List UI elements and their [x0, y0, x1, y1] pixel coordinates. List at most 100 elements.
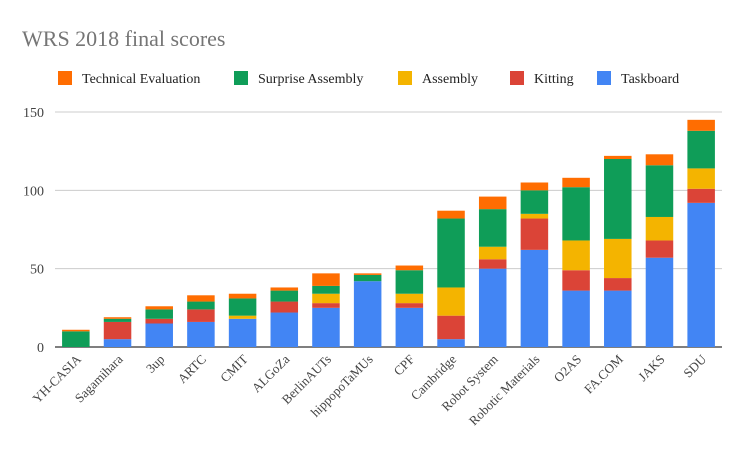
legend-label-kitting: Kitting: [534, 72, 574, 87]
bar-technical-evaluation-fa-com: [604, 155, 632, 159]
bar-taskboard-robot-system: [478, 268, 507, 347]
bar-taskboard-artc: [187, 321, 215, 347]
bar-taskboard-jaks: [645, 257, 674, 347]
bar-kitting-o2as: [562, 270, 590, 291]
bar-surprise-assembly-o2as: [562, 187, 590, 241]
bar-taskboard-cambridge: [437, 339, 465, 347]
y-axis-ticks: 0 50 100 150: [23, 106, 44, 356]
bar-taskboard-berlinauts: [312, 307, 340, 347]
bar-assembly-cmit: [228, 315, 257, 319]
bar-technical-evaluation-cpf: [395, 265, 424, 271]
bar-assembly-jaks: [645, 216, 674, 241]
bar-technical-evaluation-berlinauts: [312, 273, 340, 286]
bar-kitting-robot-system: [478, 259, 507, 269]
bar-kitting-robotic-materials: [520, 218, 549, 250]
legend-label-assembly: Assembly: [422, 72, 478, 87]
bar-kitting-sagamihara: [103, 321, 132, 340]
bar-taskboard-cmit: [228, 318, 257, 347]
bar-technical-evaluation-sdu: [687, 119, 715, 131]
chart-title: WRS 2018 final scores: [22, 26, 225, 51]
x-tick-label: O2AS: [551, 352, 585, 386]
legend-swatch-kitting: [510, 71, 524, 85]
bar-kitting-3up: [145, 318, 173, 324]
bar-assembly-fa-com: [604, 238, 632, 279]
bar-surprise-assembly-robotic-materials: [520, 190, 549, 214]
bar-kitting-berlinauts: [312, 303, 340, 308]
bar-surprise-assembly-yh-casia: [62, 331, 90, 347]
x-tick-label: JAKS: [635, 352, 668, 385]
bar-surprise-assembly-berlinauts: [312, 285, 340, 294]
bar-technical-evaluation-cambridge: [437, 210, 465, 219]
x-tick-label: FA.COM: [581, 351, 626, 396]
bar-surprise-assembly-artc: [187, 301, 215, 310]
bar-kitting-jaks: [645, 240, 674, 258]
bar-technical-evaluation-hippopotamus: [353, 273, 382, 275]
legend-swatch-surprise-assembly: [234, 71, 248, 85]
bar-kitting-artc: [187, 309, 215, 322]
bar-taskboard-fa-com: [604, 290, 632, 347]
bar-surprise-assembly-sdu: [687, 130, 715, 169]
bar-assembly-sdu: [687, 168, 715, 189]
legend-swatch-technical-evaluation: [58, 71, 72, 85]
bar-kitting-sdu: [687, 188, 715, 203]
legend-swatch-assembly: [398, 71, 412, 85]
x-tick-label: 3up: [143, 352, 167, 376]
bar-technical-evaluation-sagamihara: [103, 317, 132, 319]
bar-technical-evaluation-3up: [145, 306, 173, 310]
bar-assembly-o2as: [562, 240, 590, 271]
y-tick-label: 150: [23, 106, 44, 121]
legend-label-surprise-assembly: Surprise Assembly: [258, 72, 363, 87]
bars: [62, 119, 715, 347]
bar-surprise-assembly-jaks: [645, 165, 674, 217]
bar-technical-evaluation-cmit: [228, 293, 257, 299]
legend-label-technical-evaluation: Technical Evaluation: [82, 72, 200, 87]
bar-taskboard-cpf: [395, 307, 424, 347]
bar-assembly-berlinauts: [312, 293, 340, 304]
bar-taskboard-sdu: [687, 202, 715, 347]
bar-kitting-algoza: [270, 301, 299, 313]
bar-kitting-fa-com: [604, 278, 632, 291]
legend-swatch-taskboard: [597, 71, 611, 85]
bar-surprise-assembly-fa-com: [604, 159, 632, 239]
bar-assembly-robotic-materials: [520, 213, 549, 219]
x-tick-label: Robotic Materials: [466, 352, 543, 429]
bar-assembly-cambridge: [437, 287, 465, 316]
y-tick-label: 0: [37, 341, 44, 356]
legend-label-taskboard: Taskboard: [621, 72, 679, 87]
y-tick-label: 100: [23, 184, 44, 199]
x-tick-label: ARTC: [174, 352, 209, 387]
bar-surprise-assembly-sagamihara: [103, 318, 132, 322]
bar-kitting-cambridge: [437, 315, 465, 340]
bar-surprise-assembly-robot-system: [478, 209, 507, 247]
bar-surprise-assembly-cpf: [395, 270, 424, 294]
x-tick-label: SDU: [680, 351, 709, 380]
bar-assembly-cpf: [395, 293, 424, 304]
bar-technical-evaluation-jaks: [645, 154, 674, 166]
bar-surprise-assembly-cmit: [228, 298, 257, 316]
bar-surprise-assembly-algoza: [270, 290, 299, 302]
x-tick-label: CMIT: [217, 351, 251, 385]
bar-surprise-assembly-hippopotamus: [353, 274, 382, 282]
bar-technical-evaluation-robotic-materials: [520, 182, 549, 191]
bar-taskboard-robotic-materials: [520, 249, 549, 347]
bar-assembly-robot-system: [478, 246, 507, 260]
bar-technical-evaluation-yh-casia: [62, 329, 90, 332]
bar-taskboard-3up: [145, 323, 173, 347]
bar-technical-evaluation-algoza: [270, 287, 299, 291]
bar-taskboard-hippopotamus: [353, 281, 382, 347]
legend: Technical Evaluation Surprise Assembly Ass…: [58, 71, 679, 87]
bar-taskboard-sagamihara: [103, 339, 132, 347]
bar-technical-evaluation-artc: [187, 295, 215, 302]
bar-taskboard-o2as: [562, 290, 590, 347]
bar-taskboard-algoza: [270, 312, 299, 347]
bar-technical-evaluation-o2as: [562, 177, 590, 188]
bar-kitting-cpf: [395, 303, 424, 308]
bar-technical-evaluation-robot-system: [478, 196, 507, 210]
bar-surprise-assembly-cambridge: [437, 218, 465, 288]
bar-surprise-assembly-3up: [145, 309, 173, 319]
x-tick-label: CPF: [390, 352, 417, 379]
y-tick-label: 50: [30, 263, 44, 278]
